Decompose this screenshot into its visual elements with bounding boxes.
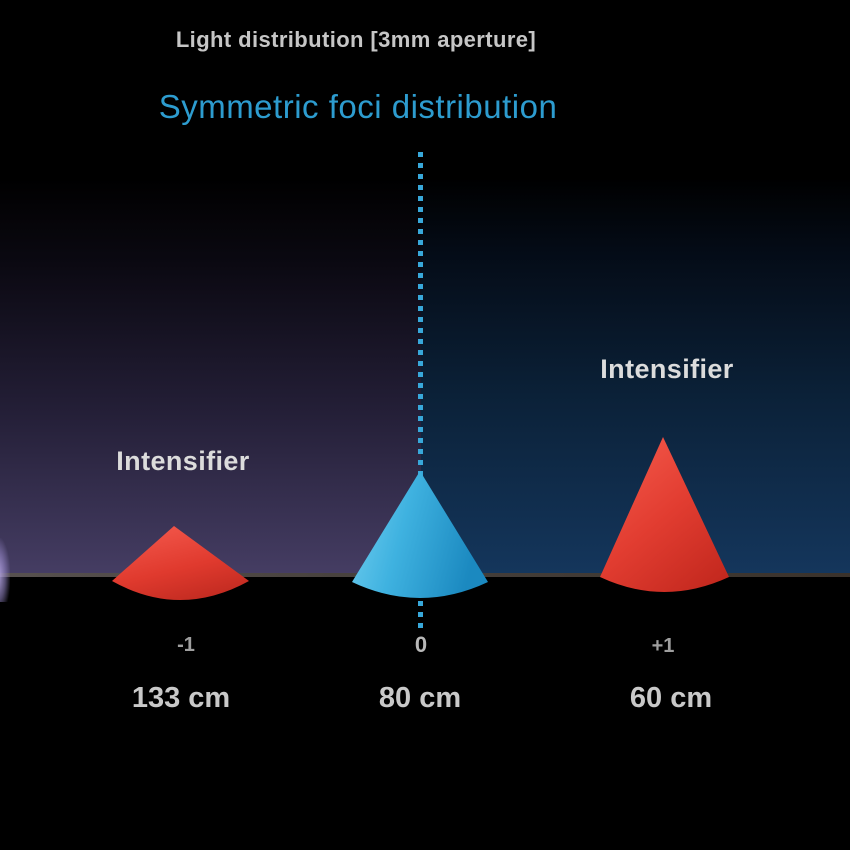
diagram-subtitle: Symmetric foci distribution bbox=[158, 88, 558, 125]
distance-label-right: 60 cm bbox=[629, 682, 713, 714]
distance-label-center: 80 cm bbox=[378, 682, 462, 714]
focus-cone-center bbox=[352, 471, 488, 598]
intensifier-cone-right bbox=[600, 437, 729, 592]
axis-tick-plus-1: +1 bbox=[651, 635, 675, 657]
intensifier-label-left: Intensifier bbox=[116, 446, 250, 476]
focus-axis-dotted-line-upper bbox=[418, 152, 423, 478]
intensifier-cone-left bbox=[112, 526, 249, 600]
left-edge-glow bbox=[0, 538, 10, 602]
intensifier-label-right: Intensifier bbox=[600, 354, 734, 384]
diagram-title: Light distribution [3mm aperture] bbox=[175, 27, 537, 52]
background-left-panel bbox=[0, 178, 421, 574]
focus-axis-dotted-line-lower bbox=[418, 601, 423, 633]
axis-tick-zero: 0 bbox=[414, 632, 428, 657]
distance-label-left: 133 cm bbox=[131, 682, 231, 714]
axis-tick-minus-1: -1 bbox=[177, 634, 195, 656]
